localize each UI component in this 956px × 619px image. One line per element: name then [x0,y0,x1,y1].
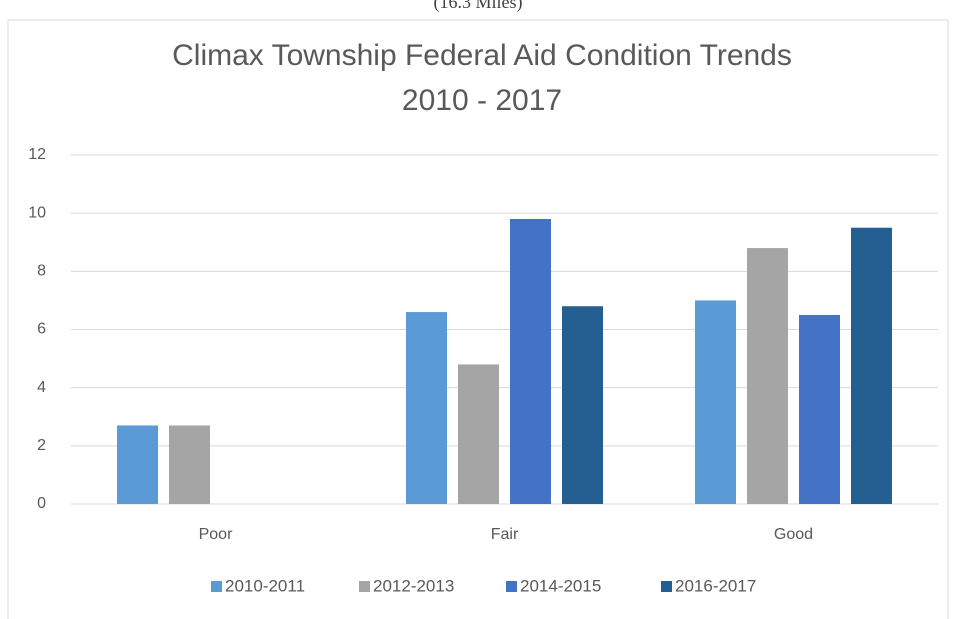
bar [117,425,158,504]
chart-title: Climax Township Federal Aid Condition Tr… [172,39,792,72]
header-note: (16.3 Miles) [434,0,523,13]
y-tick-label: 6 [37,321,46,338]
legend-swatch [211,581,222,592]
bar [406,312,447,504]
bar [695,300,736,504]
bar [510,218,551,504]
legend-label: 2016-2017 [675,576,756,595]
bar [169,425,210,504]
bar [851,227,892,505]
chart-subtitle: 2010 - 2017 [402,84,562,117]
bar [562,306,603,504]
chart-frame [7,19,949,619]
legend-label: 2010-2011 [225,576,305,595]
bar [799,314,840,504]
legend-label: 2014-2015 [520,576,601,595]
y-tick-label: 2 [37,437,46,454]
y-tick-label: 0 [37,495,46,512]
y-tick-label: 4 [37,379,46,396]
x-tick-label: Fair [491,526,519,543]
y-tick-label: 10 [28,204,46,221]
y-tick-label: 12 [28,146,46,163]
x-tick-label: Poor [199,526,233,543]
legend-swatch [359,581,370,592]
y-tick-label: 8 [37,263,46,280]
x-tick-label: Good [774,526,813,543]
bar [747,248,788,504]
legend-swatch [661,581,672,592]
legend-label: 2012-2013 [373,576,454,595]
bar [458,364,499,504]
legend-swatch [506,581,517,592]
